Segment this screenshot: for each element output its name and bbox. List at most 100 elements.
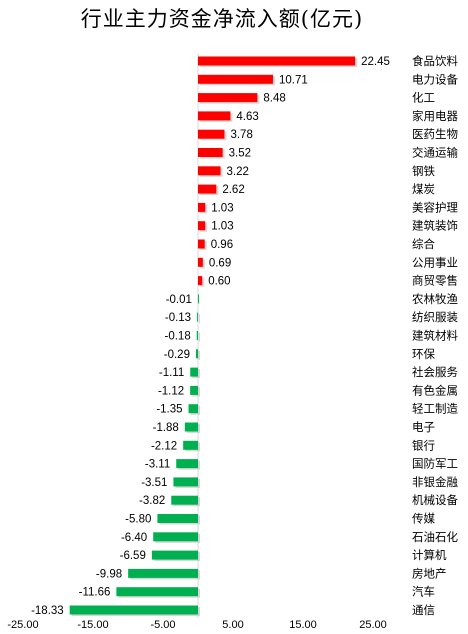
category-label: 传媒 <box>412 512 435 526</box>
data-label: -3.82 <box>139 495 165 507</box>
x-tick-label: -5.00 <box>150 619 175 631</box>
data-label: -1.11 <box>159 367 184 379</box>
data-label: -3.51 <box>141 477 167 489</box>
category-label: 农林牧渔 <box>412 292 458 306</box>
category-label: 商贸零售 <box>412 274 458 288</box>
data-label: -0.01 <box>166 294 192 306</box>
bar <box>197 294 199 304</box>
data-label: 0.60 <box>208 276 230 288</box>
bar <box>198 221 206 231</box>
category-label: 家用电器 <box>412 109 458 123</box>
category-label: 综合 <box>412 237 435 251</box>
bar <box>153 532 198 542</box>
category-label: 公用事业 <box>412 255 458 269</box>
bar <box>198 276 203 286</box>
bar <box>69 605 198 615</box>
x-axis-ticks-layer: -25.00 -15.00 -5.00 5.00 15.00 25.00 <box>7 619 386 631</box>
bar <box>183 440 198 450</box>
data-label: -6.40 <box>121 532 147 544</box>
bar-shadow <box>198 332 200 342</box>
category-label: 机械设备 <box>412 493 458 507</box>
bar <box>128 568 198 578</box>
data-label: -1.12 <box>158 385 184 397</box>
category-label: 煤炭 <box>412 182 435 196</box>
bar <box>173 477 198 487</box>
bar <box>190 385 198 395</box>
bar <box>190 367 198 377</box>
category-label: 国防军工 <box>412 457 458 471</box>
data-label: 1.03 <box>211 221 233 233</box>
chart-title: 行业主力资金净流入额(亿元) <box>81 7 363 31</box>
bar <box>157 514 198 523</box>
category-label: 环保 <box>412 347 435 361</box>
bar <box>184 422 198 432</box>
category-label: 社会服务 <box>412 365 458 379</box>
bar <box>198 56 356 66</box>
data-label: -11.66 <box>79 587 111 599</box>
bar <box>197 312 199 322</box>
bar <box>196 331 198 340</box>
category-label: 美容护理 <box>412 200 458 214</box>
bar-shadow <box>199 314 201 324</box>
data-label: -18.33 <box>31 605 64 617</box>
category-label: 交通运输 <box>412 146 458 160</box>
category-labels-layer: 食品饮料电力设备化工家用电器医药生物交通运输钢铁煤炭美容护理建筑装饰综合公用事业… <box>412 54 458 617</box>
bar-shadow <box>197 350 200 360</box>
data-label: -9.98 <box>96 568 122 580</box>
bar <box>198 74 273 84</box>
data-label: -6.59 <box>120 550 146 562</box>
category-label: 通信 <box>412 603 435 617</box>
bar <box>151 550 198 560</box>
data-label: -1.88 <box>153 422 179 434</box>
data-label: 1.03 <box>211 202 233 214</box>
category-label: 计算机 <box>412 548 447 562</box>
category-label: 电力设备 <box>412 72 458 86</box>
category-label: 石油石化 <box>412 530 458 544</box>
data-label: -5.80 <box>125 514 151 526</box>
x-tick-label: 15.00 <box>289 619 317 631</box>
data-label: 22.45 <box>361 56 390 68</box>
data-label: -0.13 <box>165 312 191 324</box>
value-labels-layer: 22.45 10.71 8.48 4.63 3.78 3.52 3.22 2.62 1.03 1.… <box>31 56 390 617</box>
data-label: 3.78 <box>230 129 252 141</box>
bar <box>198 257 203 267</box>
category-label: 食品饮料 <box>412 54 458 68</box>
bar <box>198 93 258 103</box>
x-tick-label: -25.00 <box>7 619 38 631</box>
category-label: 建筑材料 <box>412 329 458 343</box>
category-label: 化工 <box>412 91 435 105</box>
data-label: 3.52 <box>229 148 251 160</box>
category-label: 纺织服装 <box>412 310 458 324</box>
category-label: 建筑装饰 <box>412 219 458 233</box>
data-label: 0.96 <box>211 239 233 251</box>
data-label: -3.11 <box>145 459 170 471</box>
data-label: 10.71 <box>279 74 308 86</box>
data-label: -0.29 <box>164 349 190 361</box>
bar <box>198 184 217 194</box>
bar <box>198 148 223 157</box>
bar <box>198 111 231 121</box>
category-label: 电子 <box>412 420 435 434</box>
data-label: 8.48 <box>263 93 285 105</box>
category-label: 医药生物 <box>412 127 458 141</box>
bar <box>198 202 206 212</box>
data-label: 4.63 <box>236 111 258 123</box>
data-label: 0.69 <box>209 257 231 269</box>
bar <box>195 349 198 359</box>
bar <box>188 404 198 414</box>
x-tick-label: 25.00 <box>359 619 387 631</box>
category-label: 房地产 <box>412 566 447 580</box>
x-tick-label: 5.00 <box>222 619 243 631</box>
data-label: 3.22 <box>227 166 249 178</box>
bars-layer <box>69 53 358 618</box>
data-label: -1.35 <box>156 404 182 416</box>
x-tick-label: -15.00 <box>77 619 108 631</box>
bar <box>198 129 225 139</box>
data-label: -0.18 <box>165 331 191 343</box>
category-label: 有色金属 <box>412 383 458 397</box>
bar <box>176 459 198 469</box>
bar <box>171 495 198 505</box>
bar <box>198 239 205 249</box>
data-label: 2.62 <box>222 184 244 196</box>
